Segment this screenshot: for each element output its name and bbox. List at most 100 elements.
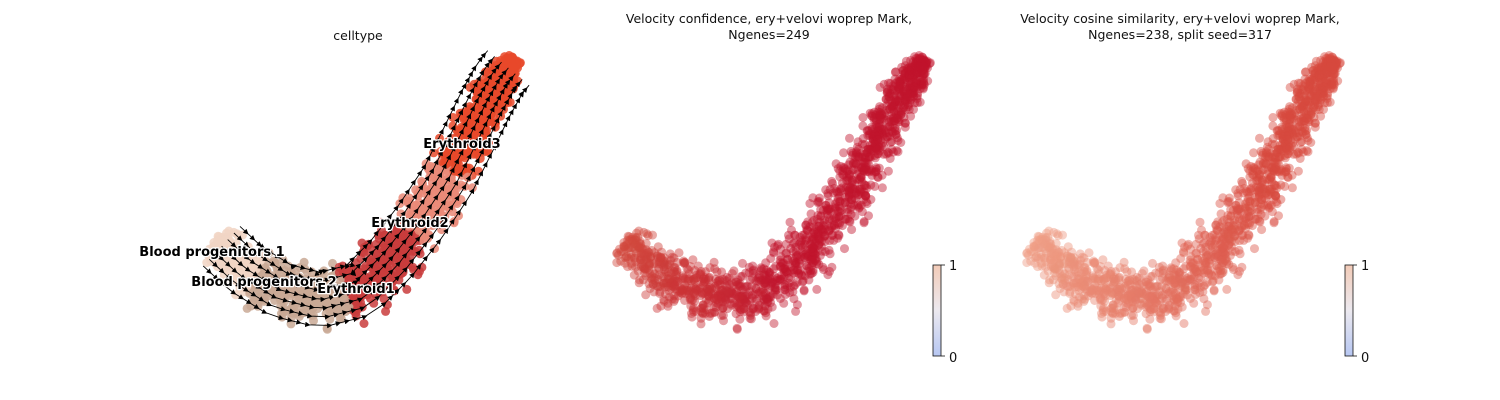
p3-point	[1271, 163, 1280, 172]
p3-point	[1239, 236, 1248, 245]
p1-point	[224, 227, 233, 236]
p1-point	[456, 109, 465, 118]
p3-point	[1075, 286, 1084, 295]
p2-point	[846, 184, 855, 193]
label-erythroid2: Erythroid2	[371, 216, 448, 231]
p3-point	[1063, 304, 1072, 313]
p3-point	[1301, 68, 1310, 77]
p3-point	[1314, 71, 1323, 80]
p2-point	[669, 297, 678, 306]
p3-point	[1246, 185, 1255, 194]
p2-point	[697, 319, 706, 328]
p3-point	[1051, 252, 1060, 261]
p3-point	[1274, 145, 1283, 154]
p3-point	[1076, 256, 1085, 265]
p2-point	[633, 241, 642, 250]
panel3-colorbar-tick-max: 1	[1361, 259, 1369, 274]
p2-point	[863, 126, 872, 135]
p2-point	[829, 236, 838, 245]
p3-point	[1304, 136, 1313, 145]
p1-point	[426, 162, 435, 171]
p3-point	[1320, 98, 1329, 107]
p2-point	[747, 314, 756, 323]
p3-point	[1222, 285, 1231, 294]
p3-point	[1283, 145, 1292, 154]
p1-point	[383, 300, 392, 309]
p2-point	[641, 252, 650, 261]
p1-point	[419, 236, 428, 245]
p2-point	[836, 162, 845, 171]
p2-point	[798, 278, 807, 287]
p3-point	[1052, 229, 1061, 238]
p3-point	[1123, 267, 1132, 276]
p3-point	[1224, 198, 1233, 207]
p2-point	[861, 163, 870, 172]
p3-point	[1228, 263, 1237, 272]
p2-point	[697, 267, 706, 276]
p2-point	[673, 277, 682, 286]
p2-point	[840, 244, 849, 253]
p3-point	[1176, 254, 1185, 263]
p2-point	[657, 248, 666, 257]
p2-point	[624, 254, 633, 263]
panel2-colorbar-tick-min: 0	[949, 351, 957, 366]
p2-point	[733, 325, 742, 334]
p3-point	[1250, 244, 1259, 253]
p3-point	[1301, 79, 1310, 88]
p2-point	[679, 257, 688, 266]
p2-point	[904, 71, 913, 80]
p2-point	[704, 275, 713, 284]
panel3-colorbar-gradient	[1345, 265, 1353, 356]
p3-point	[1296, 154, 1305, 163]
p1-point	[323, 325, 332, 334]
p3-point	[1023, 248, 1032, 257]
p2-point	[659, 295, 668, 304]
p2-point	[722, 296, 731, 305]
p2-point	[858, 207, 867, 216]
p3-point	[1296, 138, 1305, 147]
p2-point	[776, 276, 785, 285]
p2-point	[875, 164, 884, 173]
p3-point	[1302, 114, 1311, 123]
p1-point	[366, 245, 375, 254]
panel2-points	[612, 51, 935, 334]
p2-point	[885, 93, 894, 102]
p3-point	[1107, 267, 1116, 276]
p3-point	[1232, 206, 1241, 215]
p2-point	[793, 300, 802, 309]
p3-point	[1280, 182, 1289, 191]
p2-point	[841, 199, 850, 208]
p2-point	[702, 295, 711, 304]
p2-point	[863, 199, 872, 208]
p3-point	[1217, 209, 1226, 218]
p3-point	[1112, 295, 1121, 304]
p3-point	[1098, 296, 1107, 305]
p2-point	[894, 136, 903, 145]
p1-point	[243, 304, 252, 313]
p2-point	[817, 242, 826, 251]
p3-point	[1318, 82, 1327, 91]
p3-point	[1109, 304, 1118, 313]
p3-point	[1249, 148, 1258, 157]
p3-point	[1305, 90, 1314, 99]
p2-point	[873, 173, 882, 182]
panel2-colorbar-gradient	[933, 265, 941, 356]
p3-point	[1221, 256, 1230, 265]
p3-point	[1204, 270, 1213, 279]
p2-point	[854, 145, 863, 154]
p2-point	[807, 209, 816, 218]
p2-point	[665, 286, 674, 295]
p3-point	[1043, 241, 1052, 250]
panel2-title-line1: Velocity confidence, ery+velovi woprep M…	[626, 11, 912, 26]
p2-point	[653, 304, 662, 313]
p3-point	[1270, 218, 1279, 227]
p3-point	[1216, 270, 1225, 279]
p2-point	[908, 82, 917, 91]
p3-point	[1273, 199, 1282, 208]
p1-point	[341, 297, 350, 306]
p2-point	[886, 154, 895, 163]
panel2-colorbar-tick-max: 1	[949, 259, 957, 274]
panel-velocity-cosine-similarity: Velocity cosine similarity, ery+velovi w…	[1020, 11, 1369, 366]
p2-point	[776, 245, 785, 254]
